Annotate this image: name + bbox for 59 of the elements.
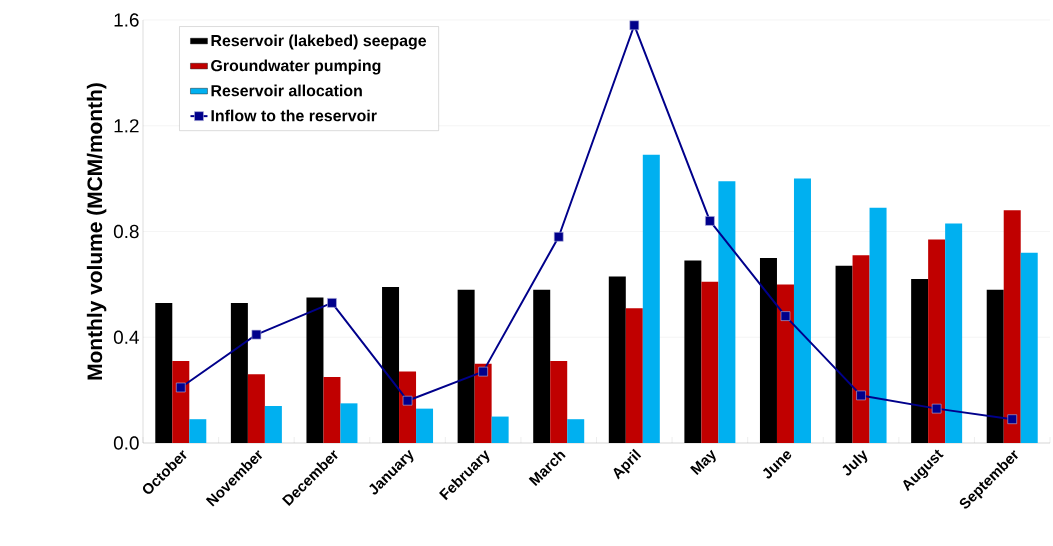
bar — [776, 284, 794, 443]
bar — [340, 403, 358, 443]
y-axis-title: Monthly volume (MCM/month) — [86, 83, 107, 380]
bar — [869, 207, 887, 443]
bar — [945, 223, 963, 443]
point — [705, 216, 715, 226]
bar — [701, 281, 719, 443]
legend-label: Reservoir (lakebed) seepage — [211, 34, 427, 50]
bar — [852, 255, 870, 443]
bar — [567, 419, 585, 443]
bar — [928, 239, 946, 443]
y-tick-label: 1.6 — [114, 13, 139, 27]
bar — [642, 154, 660, 443]
y-tick-label: 0.8 — [113, 224, 139, 239]
bar — [1003, 210, 1021, 443]
bar — [911, 279, 929, 443]
bar — [608, 276, 626, 443]
bar — [986, 289, 1004, 443]
point — [478, 366, 488, 377]
point — [251, 329, 262, 340]
bar — [835, 265, 853, 443]
bar — [533, 289, 551, 443]
bar — [399, 371, 417, 443]
bar — [759, 257, 777, 443]
bar — [382, 287, 400, 443]
bar — [264, 405, 282, 443]
y-tick-label: 0.0 — [113, 436, 139, 450]
point — [175, 382, 186, 393]
legend-label: Groundwater pumping — [211, 59, 381, 75]
bar — [1020, 252, 1038, 443]
point — [402, 395, 413, 406]
y-tick-label: 0.4 — [113, 330, 139, 344]
point — [931, 403, 942, 414]
bar — [189, 419, 207, 443]
bar — [550, 361, 568, 443]
point — [327, 298, 337, 308]
point — [553, 231, 564, 242]
bar — [172, 361, 190, 443]
point — [1007, 414, 1018, 425]
point — [629, 20, 640, 31]
x-tick-label: May — [690, 449, 716, 476]
bar — [457, 289, 475, 443]
bar — [323, 376, 341, 443]
point — [856, 390, 866, 401]
point — [780, 311, 791, 321]
y-tick-label: 1.2 — [114, 119, 139, 133]
bar — [793, 178, 811, 443]
bar — [474, 363, 492, 443]
bar — [155, 302, 173, 443]
bar — [306, 297, 324, 443]
legend-label: Inflow to the reservoir — [211, 109, 377, 122]
legend-label: Reservoir allocation — [211, 84, 362, 97]
bar — [416, 408, 434, 443]
bar — [718, 181, 736, 443]
bar — [247, 374, 265, 443]
bar — [230, 302, 248, 443]
bar — [625, 308, 643, 443]
bar — [684, 260, 702, 443]
bar — [491, 416, 509, 443]
